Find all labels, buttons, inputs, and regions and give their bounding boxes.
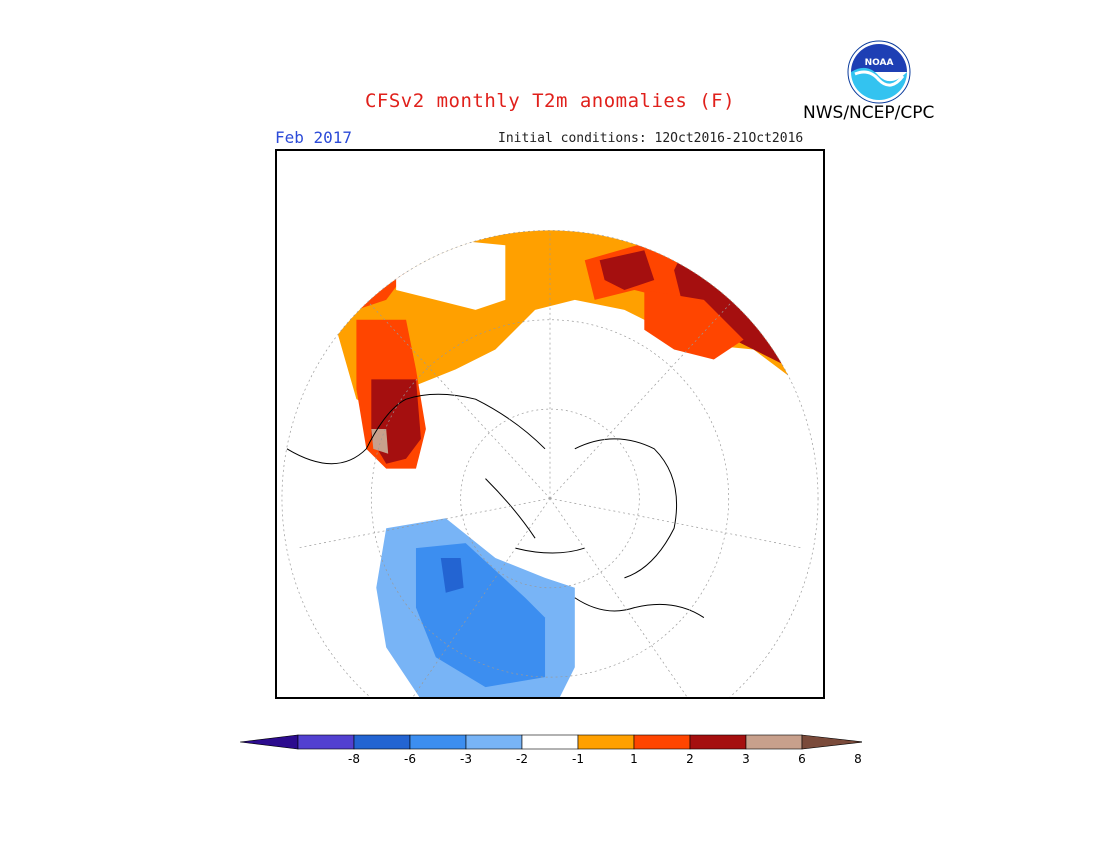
legend-swatch-low-arrow [240, 734, 299, 750]
legend-swatch [745, 734, 803, 750]
color-legend [240, 734, 862, 750]
polar-map [281, 230, 819, 697]
eurasia-warm-region [296, 230, 819, 410]
legend-tick-label: -3 [460, 752, 472, 766]
graticule [296, 230, 804, 697]
legend-swatch [521, 734, 579, 750]
legend-tick-label: 3 [742, 752, 750, 766]
legend-swatch [353, 734, 411, 750]
legend-swatch [577, 734, 635, 750]
legend-tick-label: -1 [572, 752, 584, 766]
coastlines [286, 393, 705, 618]
legend-swatch [409, 734, 467, 750]
map-panel [275, 149, 825, 699]
legend-tick-label: -6 [404, 752, 416, 766]
legend-swatch [689, 734, 747, 750]
legend-swatch [633, 734, 691, 750]
noaa-logo-icon: NOAA [847, 40, 911, 104]
chart-title: CFSv2 monthly T2m anomalies (F) [364, 90, 736, 112]
legend-tick-label: 2 [686, 752, 694, 766]
legend-tick-label: -8 [348, 752, 360, 766]
initial-conditions-label: Initial conditions: 12Oct2016-21Oct2016 [498, 131, 804, 146]
siberia-red-region [644, 289, 744, 360]
agency-label: NWS/NCEP/CPC [803, 103, 935, 123]
scandinavia-darkred-region [599, 250, 655, 290]
legend-swatch [465, 734, 523, 750]
north-america-coldest-region [440, 558, 464, 593]
legend-tick-label: 8 [854, 752, 862, 766]
valid-month-label: Feb 2017 [275, 128, 353, 147]
logo-text: NOAA [865, 58, 894, 68]
legend-tick-label: 1 [630, 752, 638, 766]
legend-tick-label: -2 [516, 752, 528, 766]
legend-swatch [297, 734, 355, 750]
greenland-tan-region [371, 428, 389, 454]
legend-swatch-high-arrow [801, 734, 862, 750]
legend-tick-label: 6 [798, 752, 806, 766]
